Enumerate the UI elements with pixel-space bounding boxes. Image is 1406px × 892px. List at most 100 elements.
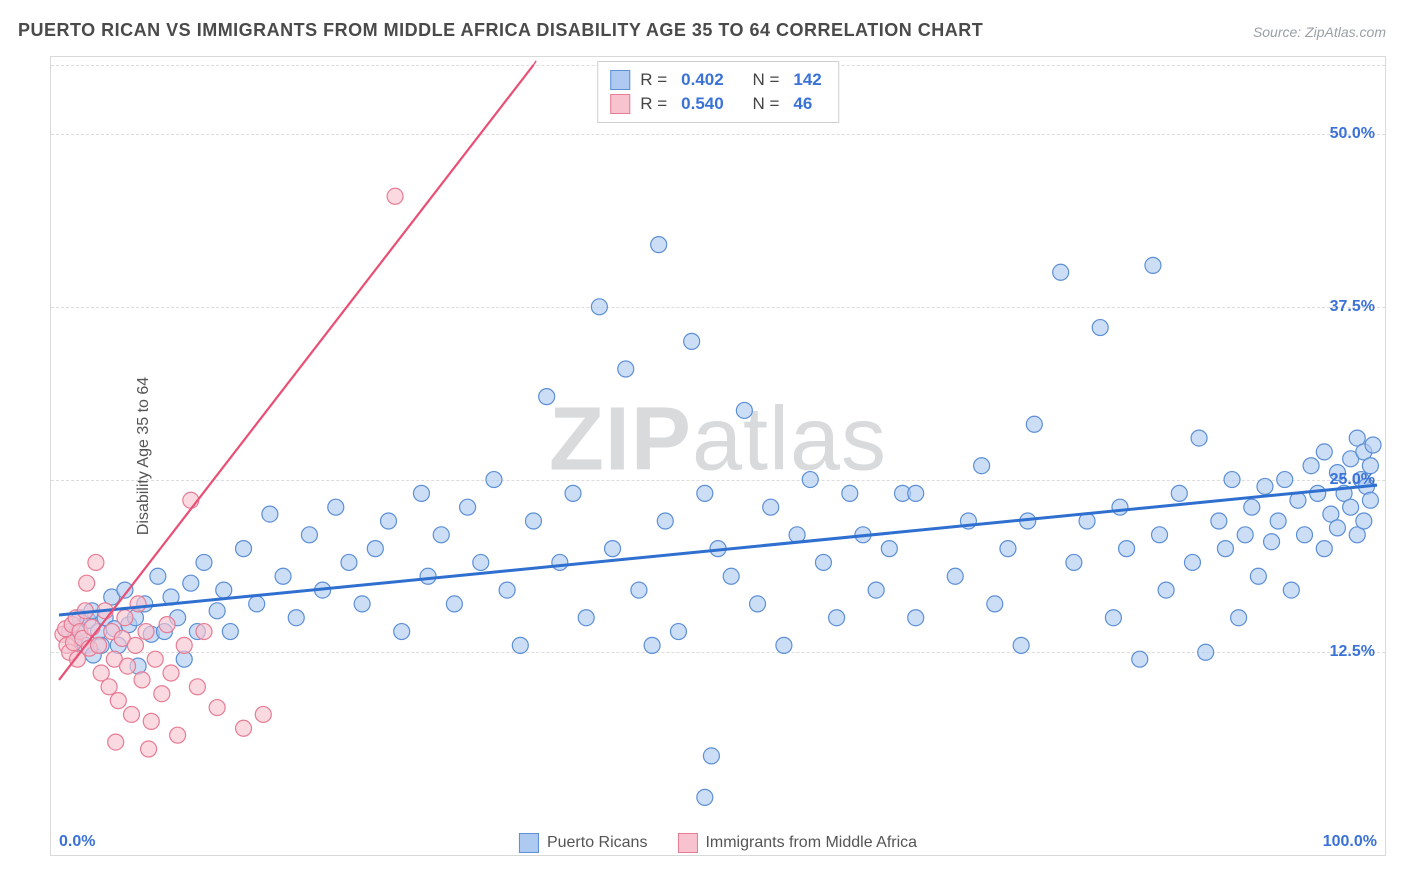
data-point bbox=[1303, 458, 1319, 474]
data-point bbox=[150, 568, 166, 584]
data-point bbox=[815, 554, 831, 570]
data-point bbox=[189, 679, 205, 695]
data-point bbox=[1283, 582, 1299, 598]
data-point bbox=[1217, 541, 1233, 557]
data-point bbox=[170, 727, 186, 743]
n-label: N = bbox=[752, 68, 779, 92]
data-point bbox=[1224, 472, 1240, 488]
data-point bbox=[1105, 610, 1121, 626]
data-point bbox=[697, 485, 713, 501]
y-tick-label: 25.0% bbox=[1330, 471, 1375, 489]
legend-swatch bbox=[610, 70, 630, 90]
data-point bbox=[1237, 527, 1253, 543]
regression-line bbox=[59, 485, 1377, 615]
data-point bbox=[1184, 554, 1200, 570]
data-point bbox=[591, 299, 607, 315]
data-point bbox=[908, 610, 924, 626]
data-point bbox=[88, 554, 104, 570]
data-point bbox=[1026, 416, 1042, 432]
data-point bbox=[1013, 637, 1029, 653]
data-point bbox=[1198, 644, 1214, 660]
data-point bbox=[525, 513, 541, 529]
data-point bbox=[697, 789, 713, 805]
n-value: 142 bbox=[789, 68, 825, 92]
data-point bbox=[84, 619, 100, 635]
data-point bbox=[578, 610, 594, 626]
data-point bbox=[143, 713, 159, 729]
data-point bbox=[387, 188, 403, 204]
data-point bbox=[108, 734, 124, 750]
data-point bbox=[1365, 437, 1381, 453]
data-point bbox=[1066, 554, 1082, 570]
chart-container: PUERTO RICAN VS IMMIGRANTS FROM MIDDLE A… bbox=[0, 0, 1406, 892]
data-point bbox=[1257, 478, 1273, 494]
y-tick-label: 12.5% bbox=[1330, 643, 1375, 661]
data-point bbox=[1231, 610, 1247, 626]
data-point bbox=[1158, 582, 1174, 598]
data-point bbox=[723, 568, 739, 584]
data-point bbox=[275, 568, 291, 584]
data-point bbox=[1270, 513, 1286, 529]
source-prefix: Source: bbox=[1253, 24, 1305, 40]
data-point bbox=[301, 527, 317, 543]
data-point bbox=[341, 554, 357, 570]
data-point bbox=[1171, 485, 1187, 501]
series-label: Immigrants from Middle Africa bbox=[705, 834, 917, 852]
y-tick-label: 37.5% bbox=[1330, 298, 1375, 316]
data-point bbox=[802, 472, 818, 488]
data-point bbox=[684, 333, 700, 349]
data-point bbox=[486, 472, 502, 488]
data-point bbox=[1250, 568, 1266, 584]
data-point bbox=[141, 741, 157, 757]
data-point bbox=[460, 499, 476, 515]
data-point bbox=[1329, 520, 1345, 536]
data-point bbox=[1191, 430, 1207, 446]
data-point bbox=[101, 679, 117, 695]
data-point bbox=[829, 610, 845, 626]
r-value: 0.540 bbox=[677, 92, 728, 116]
data-point bbox=[605, 541, 621, 557]
stats-legend-row: R = 0.540 N = 46 bbox=[610, 92, 826, 116]
data-point bbox=[159, 617, 175, 633]
data-point bbox=[154, 686, 170, 702]
x-tick-label: 0.0% bbox=[59, 833, 95, 851]
data-point bbox=[1362, 492, 1378, 508]
data-point bbox=[565, 485, 581, 501]
data-point bbox=[255, 706, 271, 722]
data-point bbox=[354, 596, 370, 612]
data-point bbox=[1277, 472, 1293, 488]
data-point bbox=[499, 582, 515, 598]
data-point bbox=[1310, 485, 1326, 501]
data-point bbox=[1297, 527, 1313, 543]
data-point bbox=[394, 624, 410, 640]
series-legend-item: Puerto Ricans bbox=[519, 833, 648, 853]
data-point bbox=[147, 651, 163, 667]
series-legend-item: Immigrants from Middle Africa bbox=[677, 833, 917, 853]
data-point bbox=[736, 402, 752, 418]
data-point bbox=[127, 637, 143, 653]
data-point bbox=[473, 554, 489, 570]
source-name: ZipAtlas.com bbox=[1305, 24, 1386, 40]
stats-legend: R = 0.402 N = 142 R = 0.540 N = 46 bbox=[597, 61, 839, 123]
data-point bbox=[1053, 264, 1069, 280]
data-point bbox=[1343, 499, 1359, 515]
data-point bbox=[420, 568, 436, 584]
data-point bbox=[657, 513, 673, 529]
data-point bbox=[552, 554, 568, 570]
data-point bbox=[196, 554, 212, 570]
data-point bbox=[512, 637, 528, 653]
data-point bbox=[110, 693, 126, 709]
r-label: R = bbox=[640, 68, 667, 92]
data-point bbox=[987, 596, 1003, 612]
data-point bbox=[1132, 651, 1148, 667]
data-point bbox=[908, 485, 924, 501]
data-point bbox=[1316, 541, 1332, 557]
n-value: 46 bbox=[789, 92, 816, 116]
data-point bbox=[651, 237, 667, 253]
source-attribution: Source: ZipAtlas.com bbox=[1253, 24, 1386, 40]
data-point bbox=[288, 610, 304, 626]
data-point bbox=[763, 499, 779, 515]
data-point bbox=[881, 541, 897, 557]
data-point bbox=[209, 603, 225, 619]
data-point bbox=[776, 637, 792, 653]
